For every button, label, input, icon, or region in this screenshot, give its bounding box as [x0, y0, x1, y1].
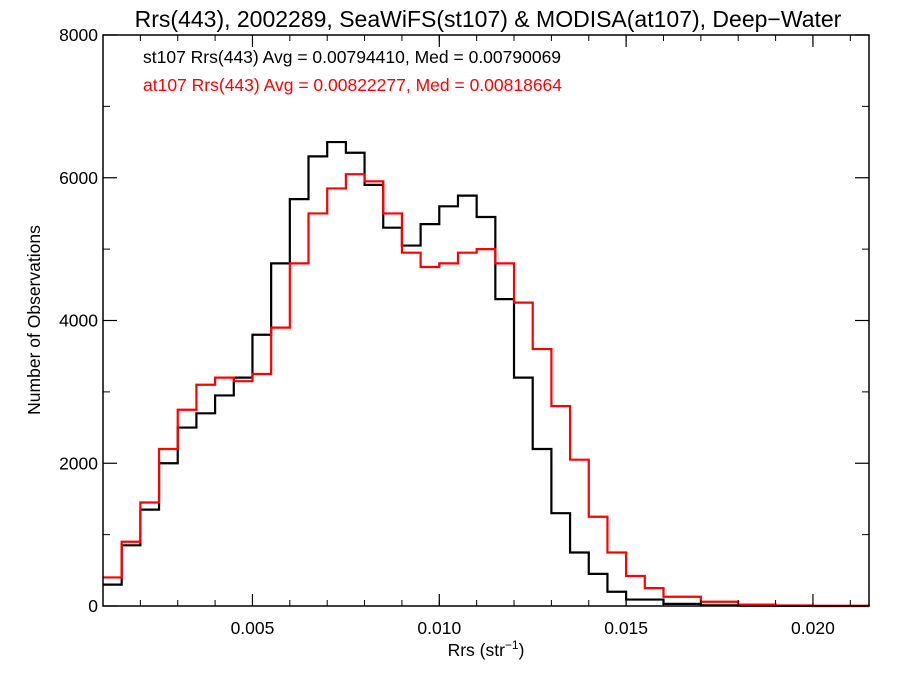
y-tick-label: 4000 [59, 311, 98, 331]
x-tick-label: 0.015 [604, 618, 648, 638]
legend-annotation-at107: at107 Rrs(443) Avg = 0.00822277, Med = 0… [143, 75, 562, 95]
y-tick-label: 8000 [59, 25, 98, 45]
x-tick-label: 0.020 [791, 618, 835, 638]
series-line-1 [103, 173, 871, 607]
y-tick-label: 2000 [59, 453, 98, 473]
legend-annotation-st107: st107 Rrs(443) Avg = 0.00794410, Med = 0… [143, 47, 561, 67]
y-tick-label: 6000 [59, 168, 98, 188]
y-axis-label: Number of Observations [24, 225, 44, 415]
x-axis-label: Rrs (str−1) [448, 638, 525, 660]
y-tick-label: 0 [88, 596, 98, 616]
x-axis-label-superscript: −1 [505, 638, 519, 652]
x-tick-label: 0.010 [417, 618, 461, 638]
chart-title: Rrs(443), 2002289, SeaWiFS(st107) & MODI… [135, 6, 842, 32]
x-tick-label: 0.005 [231, 618, 275, 638]
